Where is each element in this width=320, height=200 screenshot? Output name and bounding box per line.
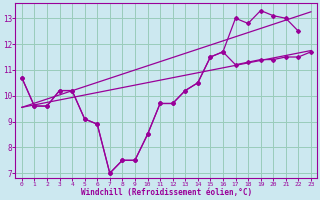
X-axis label: Windchill (Refroidissement éolien,°C): Windchill (Refroidissement éolien,°C) bbox=[81, 188, 252, 197]
